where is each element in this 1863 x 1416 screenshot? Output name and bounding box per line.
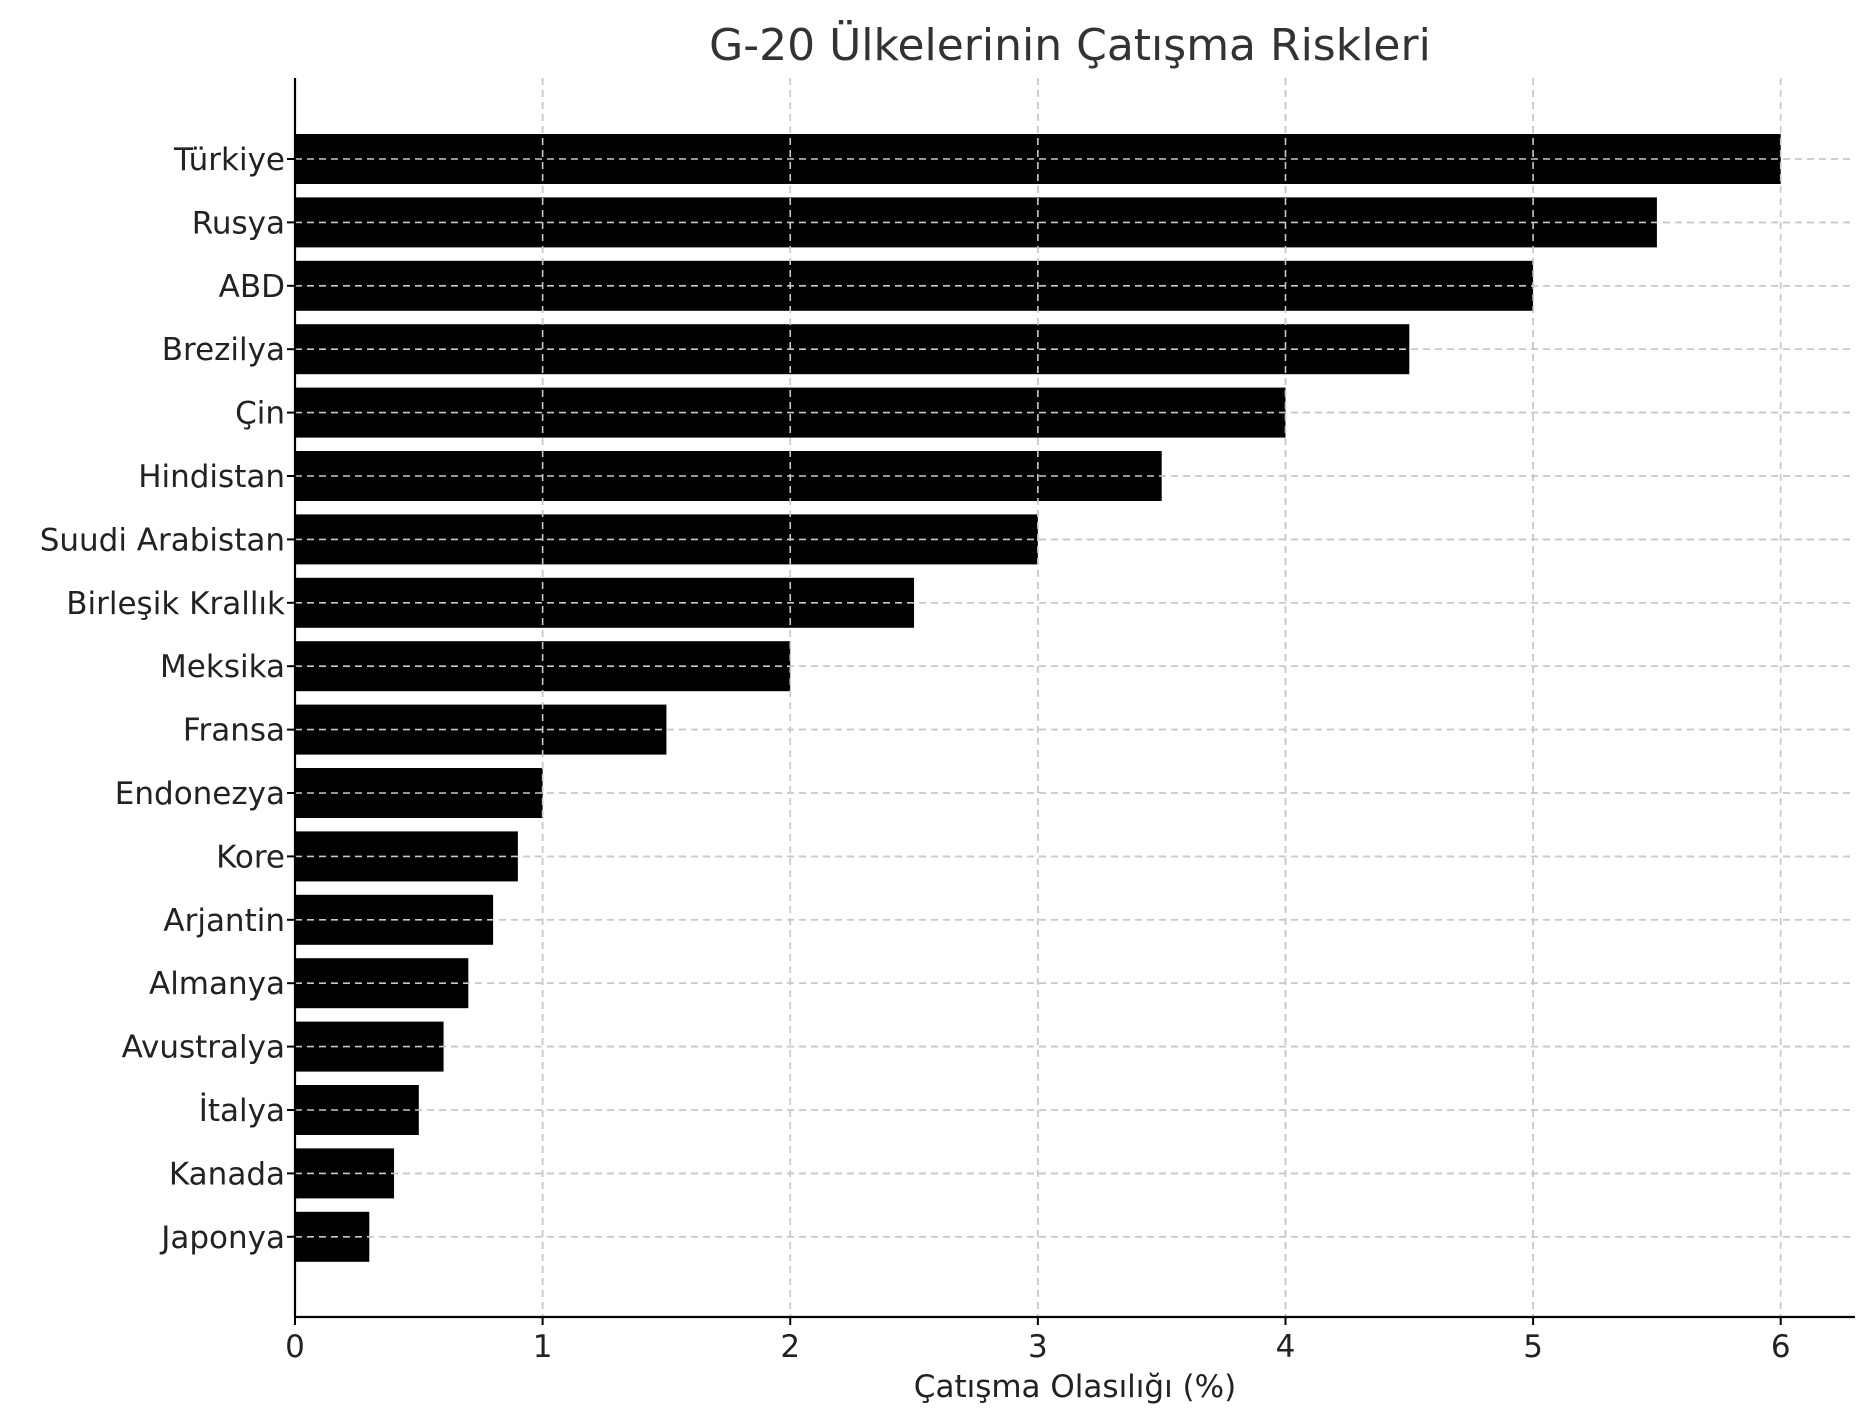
category-label: Fransa — [183, 713, 285, 749]
category-label: Hindistan — [138, 459, 285, 495]
x-tick-label: 1 — [533, 1329, 553, 1365]
category-label: İtalya — [199, 1093, 285, 1129]
category-label: Kanada — [169, 1156, 285, 1192]
category-label: Endonezya — [115, 776, 285, 812]
bar — [295, 577, 915, 628]
category-label: Almanya — [149, 966, 285, 1002]
x-axis-label: Çatışma Olasılığı (%) — [914, 1369, 1236, 1405]
category-label: Türkiye — [173, 142, 285, 178]
category-label: Rusya — [192, 205, 285, 241]
x-tick-label: 2 — [780, 1329, 800, 1365]
x-ticks: 0 1 2 3 4 5 6 — [285, 1317, 1791, 1365]
category-label: Arjantin — [163, 903, 285, 939]
category-label: Avustralya — [122, 1030, 285, 1066]
category-label: Meksika — [160, 649, 285, 685]
x-tick-label: 5 — [1523, 1329, 1543, 1365]
x-tick-label: 0 — [285, 1329, 305, 1365]
category-label: Brezilya — [162, 332, 285, 368]
category-label: ABD — [219, 269, 285, 305]
category-labels: Türkiye Rusya ABD Brezilya Çin Hindistan Suudi… — [40, 142, 295, 1256]
category-label: Birleşik Krallık — [66, 586, 285, 622]
category-label: Kore — [216, 839, 285, 875]
x-tick-label: 3 — [1028, 1329, 1048, 1365]
x-tick-label: 4 — [1276, 1329, 1296, 1365]
category-label: Çin — [235, 396, 285, 432]
category-label: Japonya — [159, 1220, 285, 1256]
chart-title: G-20 Ülkelerinin Çatışma Riskleri — [709, 19, 1431, 71]
x-tick-label: 6 — [1771, 1329, 1791, 1365]
bars — [294, 78, 1855, 1317]
category-label: Suudi Arabistan — [40, 522, 285, 558]
